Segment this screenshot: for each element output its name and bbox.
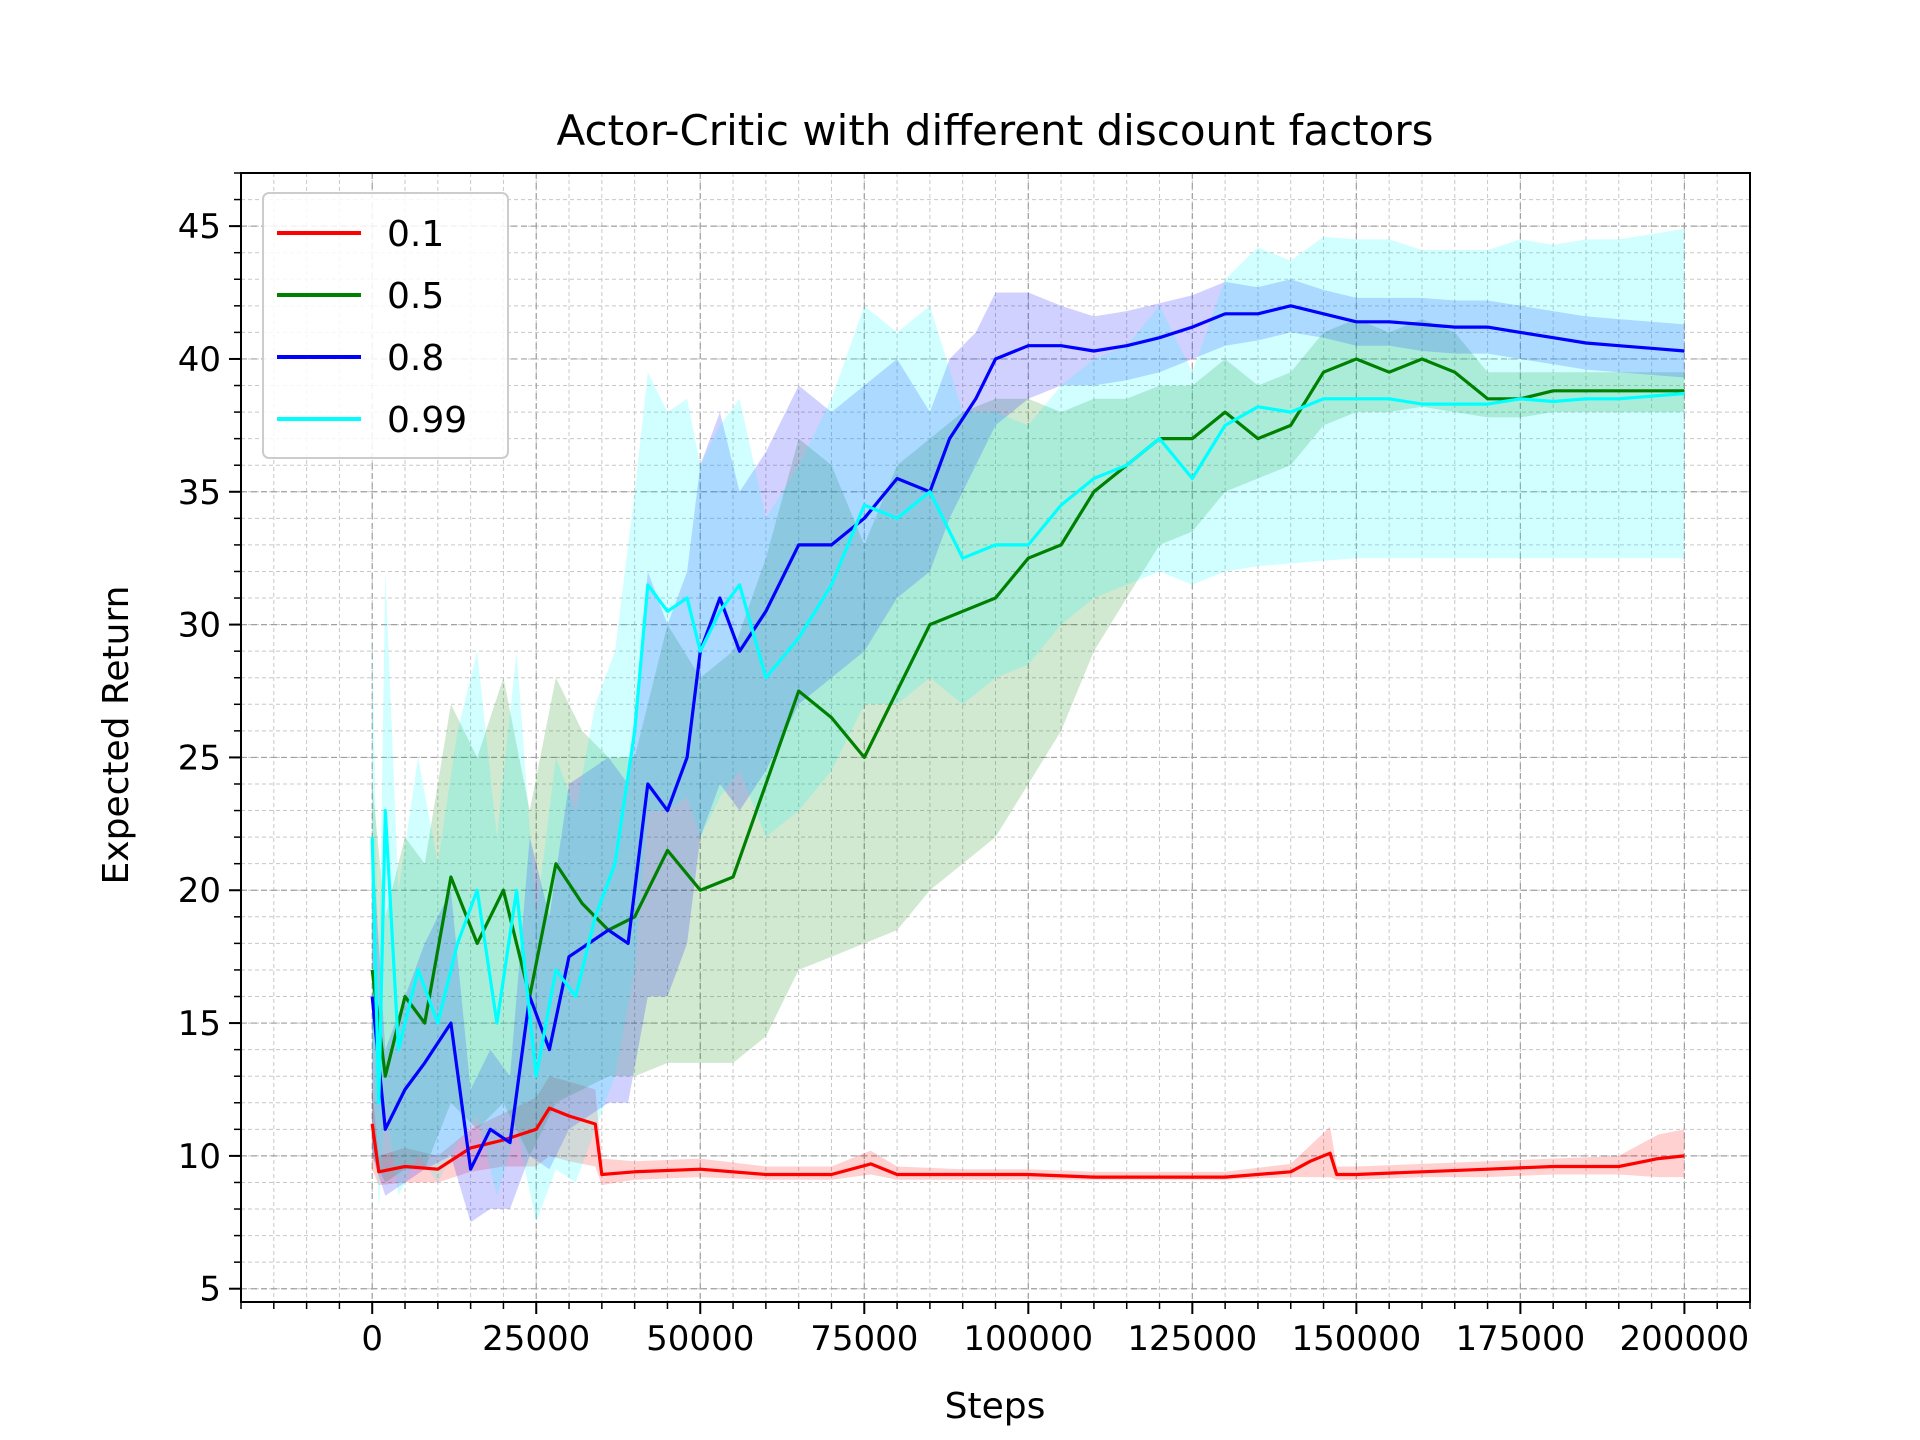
x-tick-label: 150000	[1291, 1319, 1421, 1359]
legend-label: 0.99	[387, 400, 467, 441]
y-tick-label: 35	[178, 473, 221, 513]
x-tick-label: 125000	[1127, 1319, 1257, 1359]
y-tick-label: 20	[178, 871, 221, 911]
legend-label: 0.5	[387, 276, 444, 317]
confidence-bands	[372, 228, 1685, 1223]
y-tick-label: 30	[178, 606, 221, 646]
y-tick-label: 25	[178, 738, 221, 778]
series-line-0.99	[370, 391, 1685, 1105]
band-0.5	[372, 319, 1685, 1183]
y-tick-label: 10	[178, 1137, 221, 1177]
y-axis-label: Expected Return	[96, 586, 137, 885]
band-0.8	[372, 279, 1685, 1223]
series-lines	[370, 304, 1685, 1179]
legend: 0.1 0.5 0.8 0.99	[262, 192, 509, 459]
x-tick-label: 25000	[482, 1319, 590, 1359]
x-tick-label: 200000	[1619, 1319, 1749, 1359]
legend-box	[262, 192, 509, 459]
y-tick-label: 5	[199, 1270, 221, 1310]
y-tick-label: 45	[178, 207, 221, 247]
x-tick-label: 75000	[810, 1319, 918, 1359]
series-line-0.1	[370, 1106, 1685, 1179]
x-tick-label: 175000	[1455, 1319, 1585, 1359]
series-line-0.5	[370, 357, 1685, 1078]
x-tick-label: 0	[361, 1319, 383, 1359]
y-tick-label: 40	[178, 340, 221, 380]
chart-title: Actor-Critic with different discount fac…	[557, 106, 1434, 155]
series-line-0.8	[370, 304, 1685, 1171]
band-0.1	[372, 1076, 1685, 1186]
y-tick-label: 15	[178, 1004, 221, 1044]
x-tick-label: 100000	[963, 1319, 1093, 1359]
x-axis-ticks: 0 25000 50000 75000 100000 125000 150000 175000…	[240, 1302, 1751, 1359]
y-axis-ticks: 5 10 15 20 25 30 35 40 45	[178, 172, 241, 1310]
x-tick-label: 50000	[646, 1319, 754, 1359]
x-axis-label: Steps	[945, 1386, 1046, 1427]
legend-label: 0.8	[387, 338, 444, 379]
legend-label: 0.1	[387, 214, 444, 255]
band-0.99	[372, 228, 1685, 1223]
